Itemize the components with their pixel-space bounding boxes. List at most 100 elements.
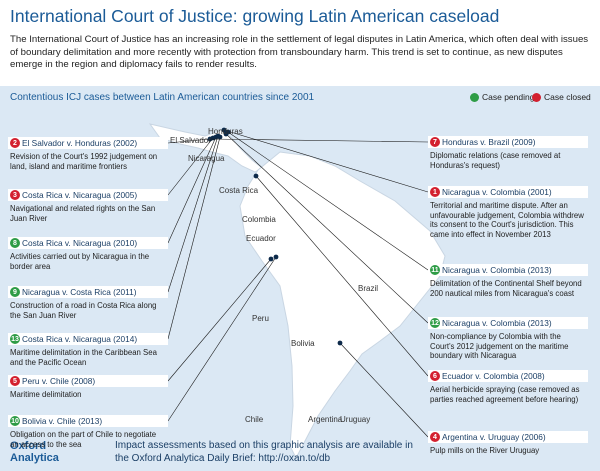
legend-dot [470, 92, 479, 102]
case-name: Nicaragua v. Colombia (2013) [442, 265, 552, 275]
leader-line [167, 136, 221, 340]
case-description: Pulp mills on the River Uruguay [430, 446, 540, 455]
leader-line [167, 138, 211, 144]
case-description: Construction of a road in Costa Rica alo… [10, 301, 157, 320]
case: 10 Bolivia v. Chile (2013) Obligation on t… [8, 415, 168, 449]
country-label: Brazil [358, 284, 379, 293]
leader-line [167, 136, 217, 244]
location-dot [273, 254, 279, 260]
location-dot [223, 131, 229, 137]
country-label: Ecuador [246, 234, 276, 243]
footer: Oxford Analytica Impact assessments base… [0, 436, 420, 471]
leader-line [225, 133, 429, 324]
country-label: Bolivia [291, 339, 315, 348]
country-label: Colombia [242, 215, 276, 224]
case-number: 3 [10, 190, 20, 200]
case-name: Honduras v. Brazil (2009) [442, 137, 536, 147]
case-number: 2 [10, 138, 20, 148]
case-title: 3 Costa Rica v. Nicaragua (2005) [8, 189, 168, 201]
country-label: El Salvador [170, 136, 211, 145]
legend-dot [532, 92, 541, 102]
case-name: Costa Rica v. Nicaragua (2005) [22, 190, 138, 200]
location-dot [268, 256, 274, 262]
case: 2 El Salvador v. Honduras (2002) Revision … [8, 137, 168, 171]
case: 12 Nicaragua v. Colombia (2013) Non-compli… [428, 317, 588, 361]
legend-item: Case closed [532, 92, 591, 102]
map-panel [0, 86, 600, 471]
case-name: Argentina v. Uruguay (2006) [442, 432, 546, 442]
logo: Oxford Analytica [10, 440, 59, 464]
case-title: 8 Costa Rica v. Nicaragua (2010) [8, 237, 168, 249]
case-description: Revision of the Court's 1992 judgement o… [10, 152, 158, 171]
case: 5 Peru v. Chile (2008) Maritime delimitati… [8, 375, 168, 400]
case-title: 13 Costa Rica v. Nicaragua (2014) [8, 333, 168, 345]
case-name: El Salvador v. Honduras (2002) [22, 138, 138, 148]
country-label: Uruguay [340, 415, 371, 424]
map-title: Contentious ICJ cases between Latin Amer… [10, 92, 315, 103]
case-name: Bolivia v. Chile (2013) [22, 416, 103, 426]
case-name: Costa Rica v. Nicaragua (2010) [22, 238, 138, 248]
case-number: 12 [430, 318, 440, 328]
case-name: Nicaragua v. Colombia (2013) [442, 318, 552, 328]
case-description: Territorial and maritime dispute. After … [430, 201, 584, 239]
case-description: Activities carried out by Nicaragua in t… [10, 252, 150, 271]
case-number: 6 [430, 371, 440, 381]
title: International Court of Justice: growing … [10, 6, 500, 26]
leader-line [339, 342, 429, 438]
case-title: 10 Bolivia v. Chile (2013) [8, 415, 168, 427]
case-title: 4 Argentina v. Uruguay (2006) [428, 431, 588, 443]
case: 1 Nicaragua v. Colombia (2001) Territorial… [428, 186, 588, 239]
case: 4 Argentina v. Uruguay (2006) Pulp mills o… [428, 431, 588, 456]
country-label: Chile [245, 415, 264, 424]
leader-line [167, 135, 219, 293]
case-description: Non-compliance by Colombia with the Cour… [430, 332, 569, 360]
case-title: 12 Nicaragua v. Colombia (2013) [428, 317, 588, 329]
leader-line [223, 129, 429, 193]
case-description: Maritime delimitation [10, 390, 82, 399]
case-title: 11 Nicaragua v. Colombia (2013) [428, 264, 588, 276]
case-name: Ecuador v. Colombia (2008) [442, 371, 545, 381]
case-number: 4 [430, 432, 440, 442]
leader-line [227, 131, 429, 271]
case-title: 6 Ecuador v. Colombia (2008) [428, 370, 588, 382]
case: 8 Costa Rica v. Nicaragua (2010) Activitie… [8, 237, 168, 271]
case: 7 Honduras v. Brazil (2009) Diplomatic rel… [428, 136, 588, 170]
leader-line [255, 175, 429, 377]
country-label: Argentina [308, 415, 343, 424]
case: 13 Costa Rica v. Nicaragua (2014) Maritime… [8, 333, 168, 367]
case-description: Maritime delimitation in the Caribbean S… [10, 348, 157, 367]
case-description: Delimitation of the Continental Shelf be… [430, 279, 582, 298]
case-description: Diplomatic relations (case removed at Ho… [430, 151, 561, 170]
leader-line [167, 137, 214, 196]
case: 11 Nicaragua v. Colombia (2013) Delimitati… [428, 264, 588, 298]
country-label: Nicaragua [188, 154, 225, 163]
case-description: Navigational and related rights on the S… [10, 204, 156, 223]
location-dot [217, 134, 223, 140]
case-title: 7 Honduras v. Brazil (2009) [428, 136, 588, 148]
case-number: 1 [430, 187, 440, 197]
case-number: 13 [10, 334, 20, 344]
country-label: Honduras [208, 127, 243, 136]
footer-text: Impact assessments based on this graphic… [115, 440, 413, 464]
case-number: 8 [10, 238, 20, 248]
case-description: Obligation on the part of Chile to negot… [10, 430, 157, 449]
case-number: 11 [430, 265, 440, 275]
case-name: Nicaragua v. Colombia (2001) [442, 187, 552, 197]
case-description: Aerial herbicide spraying (case removed … [430, 385, 580, 404]
case-name: Costa Rica v. Nicaragua (2014) [22, 334, 138, 344]
leader-line [209, 138, 429, 143]
map [148, 123, 446, 460]
case-title: 9 Nicaragua v. Costa Rica (2011) [8, 286, 168, 298]
legend-item: Case pending [470, 92, 534, 102]
case-name: Peru v. Chile (2008) [22, 376, 96, 386]
case-number: 5 [10, 376, 20, 386]
case-number: 7 [430, 137, 440, 147]
case: 9 Nicaragua v. Costa Rica (2011) Construct… [8, 286, 168, 320]
leader-line [167, 258, 272, 382]
location-dot [337, 340, 343, 346]
case-title: 2 El Salvador v. Honduras (2002) [8, 137, 168, 149]
legend-label: Case pending [482, 92, 535, 102]
location-dot [253, 173, 259, 179]
case-title: 1 Nicaragua v. Colombia (2001) [428, 186, 588, 198]
